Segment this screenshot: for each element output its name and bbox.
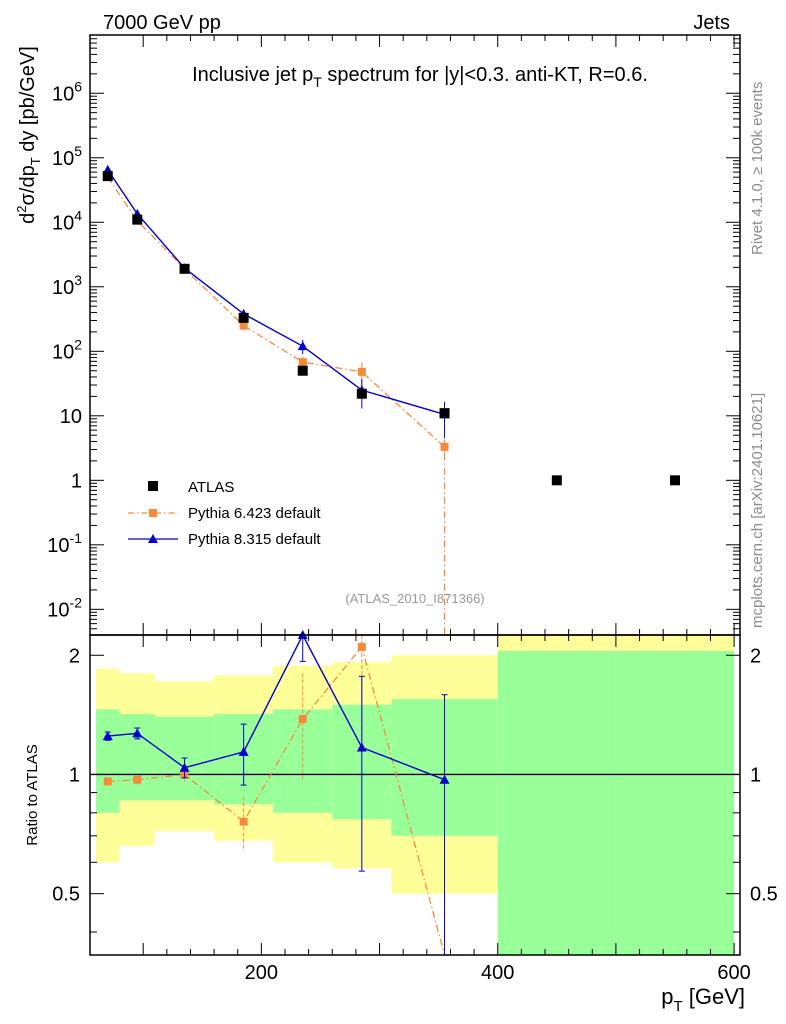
legend-marker-atlas [148, 481, 158, 491]
pythia6-point [357, 367, 366, 376]
ratio-y-label: Ratio to ATLAS [24, 744, 41, 845]
atlas-point [179, 263, 190, 274]
x-tick-label: 600 [717, 962, 750, 984]
ratio-y-tick-label-left: 0.5 [52, 884, 80, 906]
pythia6-ratio-point [239, 817, 248, 826]
axis-ticks [90, 34, 740, 955]
ratio-frame [89, 634, 741, 956]
band-inner [615, 651, 735, 955]
x-tick-label: 400 [481, 962, 514, 984]
header-left: 7000 GeV pp [103, 12, 221, 34]
pythia8-ratio-point [356, 742, 367, 752]
pythia8-ratio-point [439, 774, 450, 784]
pythia8-ratio-point [132, 728, 143, 738]
pythia8-ratio-point [179, 762, 190, 772]
tick-labels: 200 400 600 10-2 10-1 1 10 102 103 104 105 106 0.5 0.… [47, 78, 778, 984]
y-tick-label: 10-1 [47, 530, 82, 557]
legend-label-pythia8: Pythia 8.315 default [188, 531, 321, 548]
y-tick-label: 102 [52, 336, 82, 363]
atlas-point [356, 388, 367, 399]
ratio-y-tick-label-right: 2 [750, 645, 761, 667]
pythia6-point [440, 442, 449, 451]
pythia6-ratio-point [298, 715, 307, 724]
chart-title: Inclusive jet pT spectrum for |y|<0.3. a… [192, 64, 648, 90]
uncertainty-bands [90, 635, 740, 955]
pythia8-ratio-point [238, 746, 249, 756]
ratio-y-tick-label-right: 1 [750, 764, 761, 786]
pythia8-ratio-point [102, 731, 113, 741]
legend-label-pythia6: Pythia 6.423 default [188, 505, 321, 522]
atlas-point [670, 475, 680, 486]
pythia6-ratio-point [133, 775, 142, 784]
atlas-point [102, 171, 113, 182]
y-tick-label: 106 [52, 78, 82, 105]
y-tick-label: 103 [52, 272, 82, 299]
ratio-y-tick-label-right: 0.5 [750, 884, 778, 906]
side-text-rivet: Rivet 4.1.0, ≥ 100k events [749, 82, 766, 255]
pythia6-ratio-point [357, 642, 366, 651]
atlas-point [297, 365, 308, 376]
ratio-y-tick-label-left: 2 [69, 645, 80, 667]
pythia6-line [107, 176, 446, 635]
main-lines [102, 164, 680, 635]
header-right: Jets [693, 12, 730, 34]
analysis-watermark: (ATLAS_2010_I871366) [345, 591, 484, 606]
pythia6-point [298, 358, 307, 367]
legend-marker-pythia6 [149, 509, 157, 517]
atlas-point [132, 214, 143, 225]
legend: ATLAS Pythia 6.423 default Pythia 8.315 … [128, 479, 321, 548]
band-inner [95, 709, 120, 813]
pythia6-ratio-point [103, 777, 112, 786]
pythia8-point [297, 341, 308, 351]
y-tick-label: 105 [52, 143, 82, 170]
pythia6-ratio-line [107, 645, 463, 956]
x-axis-label: pT [GeV] [661, 984, 745, 1015]
y-tick-label: 104 [52, 207, 82, 234]
pythia6-point [239, 321, 248, 330]
atlas-point [439, 408, 450, 419]
y-tick-label: 10 [60, 406, 82, 428]
pythia8-line [107, 169, 445, 416]
x-tick-label: 200 [245, 962, 278, 984]
legend-marker-pythia8 [148, 534, 158, 543]
band-inner [497, 651, 616, 955]
ratio-lines [102, 630, 463, 956]
legend-label-atlas: ATLAS [188, 479, 234, 496]
atlas-point [238, 312, 249, 323]
ratio-y-tick-label-left: 1 [69, 764, 80, 786]
atlas-point [551, 475, 562, 486]
y-axis-label: d2σ/dpT dy [pb/GeV] [14, 46, 43, 224]
y-tick-label: 10-2 [47, 594, 82, 621]
y-tick-label: 1 [71, 470, 82, 492]
side-text-mcplots: mcplots.cern.ch [arXiv:2401.10621] [749, 393, 766, 628]
band-inner [119, 714, 155, 801]
